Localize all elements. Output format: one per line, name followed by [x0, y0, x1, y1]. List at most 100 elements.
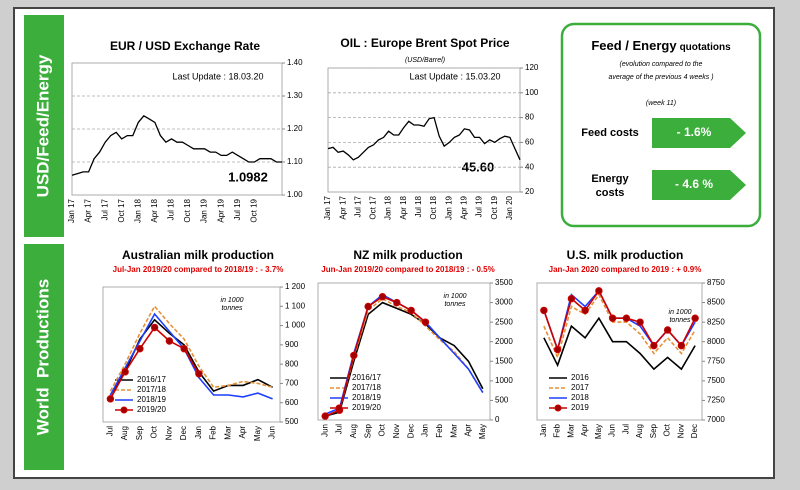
- chart-subtitle: Jan-Jan 2020 compared to 2019 : + 0.9%: [549, 265, 702, 274]
- x-tick-label: Jun: [320, 424, 329, 437]
- legend-label: 2019/20: [352, 403, 381, 412]
- feed-row-label: Energy: [591, 173, 629, 185]
- x-tick-label: Aug: [635, 424, 644, 438]
- x-tick-label: Jul: [621, 424, 630, 434]
- x-tick-label: Jan: [539, 424, 548, 437]
- y-tick-label: 20: [525, 187, 534, 196]
- x-tick-label: Jan 19: [200, 198, 209, 223]
- x-tick-label: Jul 17: [100, 198, 109, 220]
- legend-label: 2017/18: [352, 383, 381, 392]
- x-tick-label: Mar: [449, 424, 458, 438]
- x-tick-label: Oct: [663, 423, 672, 436]
- chart-title: Australian milk production: [122, 248, 274, 262]
- x-tick-label: Apr 18: [399, 195, 408, 219]
- y-tick-label: 8500: [707, 298, 725, 307]
- x-tick-label: Jul 17: [353, 195, 362, 217]
- series-marker: [567, 294, 576, 303]
- series-marker: [421, 318, 430, 326]
- series-marker: [595, 287, 603, 295]
- plot-frame: [102, 286, 281, 423]
- legend-marker: [120, 406, 128, 414]
- unit-note: tonnes: [669, 317, 691, 324]
- y-tick-label: 60: [525, 138, 534, 147]
- x-tick-label: Apr: [580, 424, 589, 437]
- x-tick-label: Jan 17: [323, 195, 332, 220]
- annotation: Last Update : 18.03.20: [172, 71, 263, 81]
- series-line: [324, 301, 484, 417]
- series-marker: [378, 293, 387, 301]
- series-marker: [364, 302, 372, 311]
- y-tick-label: 2000: [495, 337, 513, 346]
- unit-note: tonnes: [221, 305, 243, 312]
- series-marker: [136, 345, 144, 353]
- y-tick-label: 600: [285, 398, 299, 407]
- y-tick-label: 3000: [495, 298, 513, 307]
- x-tick-label: Dec: [179, 426, 188, 440]
- x-tick-label: Nov: [392, 424, 401, 438]
- y-tick-label: 7250: [707, 396, 725, 405]
- legend-label: 2018/19: [137, 395, 166, 404]
- series-marker: [350, 351, 358, 360]
- x-tick-label: Jul 18: [414, 195, 423, 217]
- series-marker: [540, 306, 548, 315]
- series-marker: [150, 323, 159, 332]
- x-tick-label: Jan 17: [67, 198, 76, 223]
- plot-frame: [536, 282, 703, 421]
- series-line: [327, 116, 521, 161]
- y-tick-label: 7750: [707, 356, 725, 365]
- series-line: [543, 293, 696, 360]
- unit-note: tonnes: [444, 301, 466, 308]
- legend-label: 2016/17: [352, 373, 381, 382]
- y-tick-label: 1 200: [285, 282, 306, 291]
- series-line: [109, 312, 273, 400]
- y-tick-label: 1000: [495, 376, 513, 385]
- feed-row-label: costs: [596, 187, 625, 199]
- chart-subtitle: (USD/Barrel): [405, 57, 445, 64]
- series-marker: [121, 368, 129, 376]
- chart-title: NZ milk production: [353, 248, 462, 262]
- legend-marker: [335, 404, 343, 412]
- x-tick-label: Apr 19: [216, 198, 225, 222]
- x-tick-label: Jul 18: [167, 198, 176, 220]
- feed-arrow: [652, 170, 746, 200]
- section-band: [24, 15, 64, 237]
- series-marker: [180, 345, 188, 353]
- legend-label: 2019/20: [137, 405, 166, 414]
- feed-note: (evolution compared to the: [620, 61, 703, 68]
- feed-row-value: - 1.6%: [677, 125, 712, 139]
- feed-row-label: Feed costs: [581, 127, 638, 139]
- x-tick-label: Jul 19: [233, 198, 242, 220]
- x-tick-label: Mar: [223, 426, 232, 440]
- x-tick-label: Jul: [335, 424, 344, 434]
- x-tick-label: Jul: [105, 426, 114, 436]
- x-tick-label: Sep: [649, 423, 658, 438]
- x-tick-label: Apr 19: [460, 195, 469, 219]
- unit-note: in 1000: [221, 297, 244, 304]
- annotation: 1.0982: [228, 169, 268, 184]
- y-tick-label: 1.30: [287, 91, 303, 100]
- y-tick-label: 7000: [707, 415, 725, 424]
- x-tick-label: Apr 18: [150, 198, 159, 222]
- x-tick-label: Oct 18: [429, 195, 438, 219]
- chart-subtitle: Jul-Jan 2019/20 compared to 2018/19 : - …: [113, 265, 284, 274]
- y-tick-label: 120: [525, 63, 539, 72]
- y-tick-label: 8250: [707, 317, 725, 326]
- x-tick-label: Jun: [268, 426, 277, 439]
- legend-label: 2016/17: [137, 375, 166, 384]
- x-tick-label: Jan 19: [444, 195, 453, 220]
- legend-label: 2017/18: [137, 385, 166, 394]
- series-marker: [581, 306, 589, 315]
- x-tick-label: Aug: [349, 424, 358, 438]
- x-tick-label: Oct 18: [183, 198, 192, 222]
- y-tick-label: 1 000: [285, 321, 306, 330]
- legend-label: 2018: [571, 393, 589, 402]
- legend-label: 2016: [571, 373, 589, 382]
- y-tick-label: 1.40: [287, 58, 303, 67]
- legend-label: 2017: [571, 383, 589, 392]
- section-label: World Productions: [33, 279, 52, 435]
- x-tick-label: Apr: [464, 424, 473, 437]
- unit-note: in 1000: [669, 309, 692, 316]
- series-marker: [195, 370, 203, 378]
- legend-marker: [554, 404, 562, 412]
- y-tick-label: 40: [525, 162, 534, 171]
